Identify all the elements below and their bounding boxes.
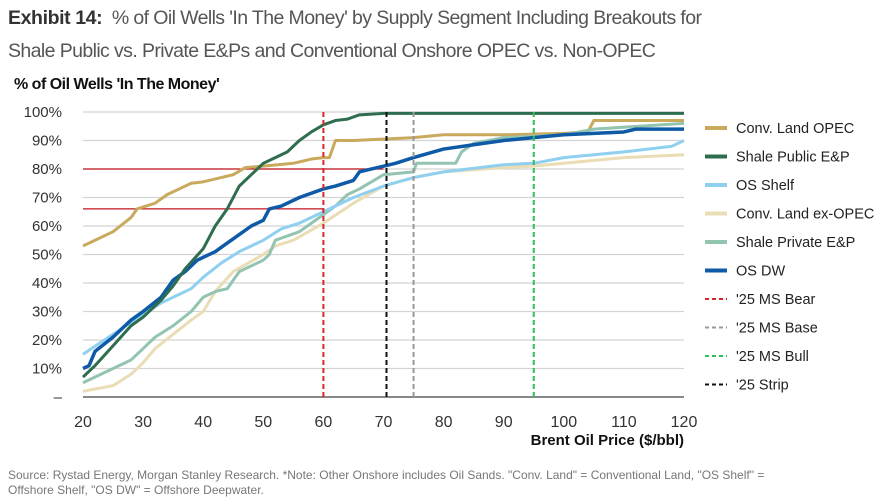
series-line-shale-public-e-p: [81, 111, 684, 379]
legend-label: Shale Public E&P: [736, 150, 850, 166]
y-tick-label: 20%: [32, 332, 62, 349]
series-line-os-shelf: [82, 139, 685, 356]
y-tick-label: 80%: [32, 161, 62, 178]
x-tick-label: 50: [254, 414, 272, 431]
x-axis-title: Brent Oil Price ($/bbl): [531, 432, 684, 449]
x-tick-label: 40: [194, 414, 212, 431]
series-line-conv-land-ex-opec: [82, 153, 685, 393]
x-tick-label: 90: [495, 414, 513, 431]
y-tick-label: 50%: [32, 247, 62, 264]
y-tick-label: 60%: [32, 218, 62, 235]
y-tick-label: 90%: [32, 133, 62, 150]
y-tick-label: 100%: [24, 104, 62, 121]
x-tick-label: 30: [134, 414, 152, 431]
series-line-shale-private-e-p: [82, 121, 685, 385]
legend-label: Conv. Land ex-OPEC: [736, 207, 874, 223]
x-tick-label: 60: [315, 414, 333, 431]
x-tick-label: 120: [671, 414, 698, 431]
y-tick-label: –: [54, 389, 63, 406]
x-tick-label: 80: [435, 414, 453, 431]
x-tick-label: 20: [74, 414, 92, 431]
legend-label: '25 MS Bear: [736, 292, 816, 308]
title-line2: Shale Public vs. Private E&Ps and Conven…: [8, 40, 656, 62]
y-tick-label: 70%: [32, 190, 62, 207]
legend-label: Conv. Land OPEC: [736, 121, 854, 137]
y-tick-label: 40%: [32, 275, 62, 292]
series-line-os-dw: [82, 127, 684, 371]
exhibit-label: Exhibit 14:: [8, 7, 103, 29]
x-tick-label: 100: [550, 414, 577, 431]
source-note: Source: Rystad Energy, Morgan Stanley Re…: [8, 468, 868, 498]
source-line2: Offshore Shelf, "OS DW" = Offshore Deepw…: [8, 483, 264, 497]
x-tick-label: 110: [611, 414, 637, 431]
series-line-conv-land-opec: [82, 119, 684, 248]
chart-title: % of Oil Wells 'In The Money': [14, 76, 220, 93]
y-tick-label: 10%: [32, 361, 62, 378]
legend-label: '25 MS Bull: [736, 349, 809, 365]
exhibit-title: Exhibit 14: % of Oil Wells 'In The Money…: [8, 2, 702, 68]
title-line1: % of Oil Wells 'In The Money' by Supply …: [111, 7, 702, 29]
legend-label: OS DW: [736, 264, 785, 280]
source-line1: Source: Rystad Energy, Morgan Stanley Re…: [8, 468, 765, 482]
legend-label: OS Shelf: [736, 178, 795, 194]
y-tick-label: 30%: [32, 304, 62, 321]
x-tick-label: 70: [375, 414, 393, 431]
legend-label: Shale Private E&P: [736, 235, 855, 251]
legend-label: '25 MS Base: [736, 321, 818, 337]
legend-label: '25 Strip: [736, 378, 789, 394]
